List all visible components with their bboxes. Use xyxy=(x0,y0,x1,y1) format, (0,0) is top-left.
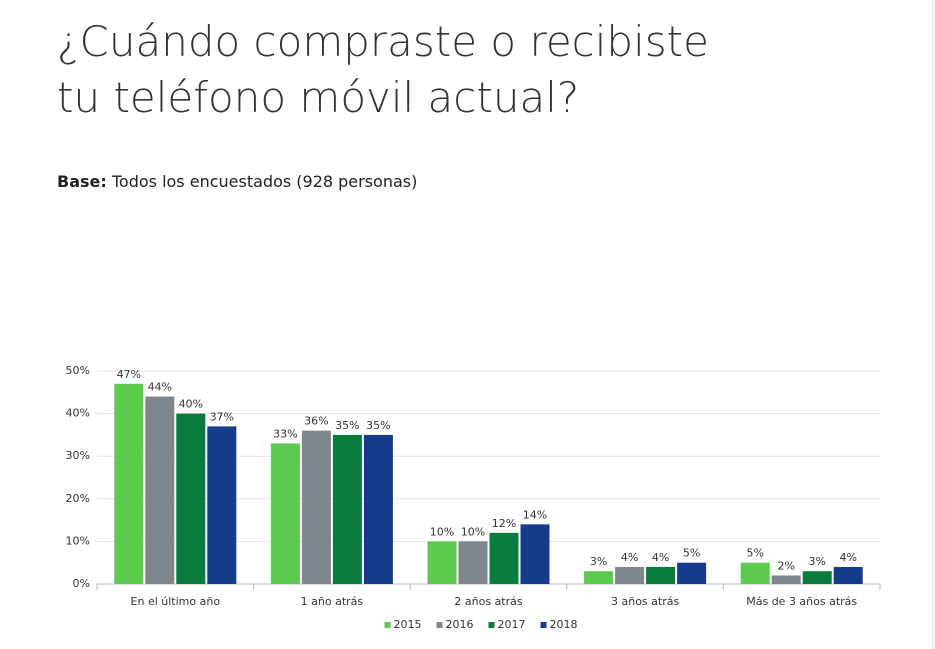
value-label: 47% xyxy=(117,368,141,381)
bar xyxy=(332,434,362,584)
bar xyxy=(520,524,550,584)
bar xyxy=(427,541,457,584)
value-label: 4% xyxy=(652,551,669,564)
subtitle-label: Base: xyxy=(57,172,107,191)
legend-swatch xyxy=(436,622,443,628)
x-tick-label: 2 años atrás xyxy=(454,595,522,608)
subtitle-text: Todos los encuestados (928 personas) xyxy=(111,172,418,191)
y-tick-label: 30% xyxy=(66,449,90,462)
legend-label: 2018 xyxy=(550,618,578,631)
bar xyxy=(489,532,519,584)
value-label: 44% xyxy=(148,381,172,394)
y-tick-label: 50% xyxy=(66,364,90,377)
y-tick-label: 40% xyxy=(66,407,90,420)
y-tick-label: 20% xyxy=(66,492,90,505)
value-label: 3% xyxy=(590,555,607,568)
bar xyxy=(615,566,645,584)
bar xyxy=(833,566,863,584)
legend-label: 2016 xyxy=(446,618,474,631)
bar xyxy=(301,430,331,584)
value-label: 36% xyxy=(304,415,328,428)
value-label: 10% xyxy=(461,525,485,538)
bar xyxy=(207,426,237,584)
x-tick-label: En el último año xyxy=(131,595,221,608)
x-tick-label: 3 años atrás xyxy=(611,595,679,608)
value-label: 40% xyxy=(179,398,203,411)
bar xyxy=(677,562,707,584)
bar xyxy=(646,566,676,584)
x-tick-label: Más de 3 años atrás xyxy=(746,595,857,608)
value-label: 14% xyxy=(523,508,547,521)
bar xyxy=(176,413,206,584)
x-tick-label: 1 año atrás xyxy=(301,595,364,608)
value-label: 2% xyxy=(777,559,794,572)
bar xyxy=(114,383,144,584)
value-label: 12% xyxy=(492,517,516,530)
bar xyxy=(145,396,175,584)
value-label: 3% xyxy=(808,555,825,568)
value-label: 35% xyxy=(335,419,359,432)
y-tick-label: 10% xyxy=(66,534,90,547)
bar xyxy=(584,571,614,584)
bar xyxy=(363,434,393,584)
y-tick-label: 0% xyxy=(73,577,90,590)
legend-swatch xyxy=(384,622,391,628)
subtitle: Base: Todos los encuestados (928 persona… xyxy=(57,172,417,191)
legend-swatch xyxy=(488,622,495,628)
bar xyxy=(802,571,832,584)
value-label: 5% xyxy=(746,547,763,560)
value-label: 37% xyxy=(210,410,234,423)
legend-swatch xyxy=(540,622,547,628)
bar xyxy=(270,443,300,584)
value-label: 35% xyxy=(366,419,390,432)
value-label: 5% xyxy=(683,547,700,560)
chart-title: ¿Cuándo compraste o recibiste tu teléfon… xyxy=(57,17,709,122)
legend-label: 2015 xyxy=(394,618,422,631)
value-label: 4% xyxy=(839,551,856,564)
value-label: 4% xyxy=(621,551,638,564)
legend-label: 2017 xyxy=(498,618,526,631)
bar xyxy=(771,575,801,584)
bar xyxy=(458,541,488,584)
value-label: 33% xyxy=(273,427,297,440)
value-label: 10% xyxy=(430,525,454,538)
bar xyxy=(740,562,770,584)
